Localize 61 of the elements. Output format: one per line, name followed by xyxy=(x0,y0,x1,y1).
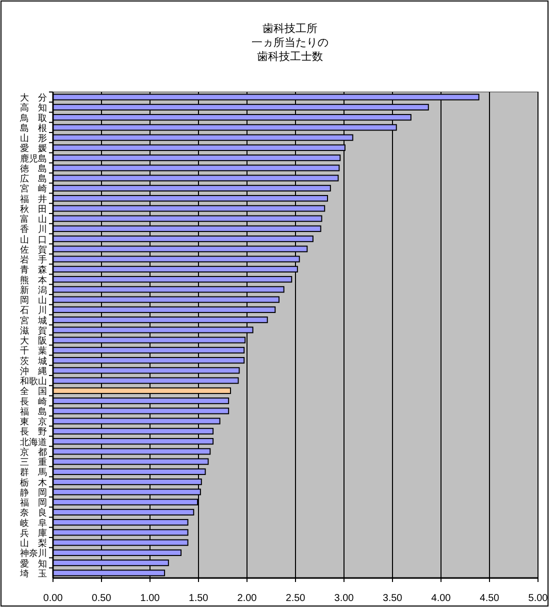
x-tick-label: 3.00 xyxy=(334,593,354,604)
y-tick-label: 埼 玉 xyxy=(19,568,47,578)
y-tick-label: 島 根 xyxy=(20,122,47,133)
y-tick-label: 山 口 xyxy=(20,234,47,244)
y-tick-label: 滋 賀 xyxy=(20,325,47,336)
y-tick-label: 佐 賀 xyxy=(20,244,47,254)
y-tick-label: 秋 田 xyxy=(20,204,47,214)
x-tick-label: 0.50 xyxy=(92,593,112,604)
y-tick-label: 宮 城 xyxy=(20,315,47,326)
y-tick-label: 広 島 xyxy=(20,174,47,184)
y-tick-label: 静 岡 xyxy=(20,487,47,498)
x-tick-label: 1.00 xyxy=(140,593,160,604)
x-tick-label: 2.00 xyxy=(237,593,258,604)
x-tick-label: 2.50 xyxy=(286,593,306,604)
y-tick-label: 和歌山 xyxy=(20,376,47,386)
y-tick-label: 栃 木 xyxy=(20,477,47,488)
x-tick-label: 5.00 xyxy=(528,593,548,604)
y-tick-label: 福 岡 xyxy=(20,498,47,508)
y-tick-label: 愛 知 xyxy=(20,558,47,568)
y-tick-label: 宮 崎 xyxy=(20,184,47,194)
y-tick-label: 群 馬 xyxy=(20,467,47,478)
y-tick-label: 鹿児島 xyxy=(20,153,47,164)
y-tick-label: 山 形 xyxy=(20,133,47,144)
y-tick-label: 岐 阜 xyxy=(20,518,47,528)
y-tick-label: 愛 媛 xyxy=(20,143,47,154)
y-tick-label: 全 国 xyxy=(20,386,47,396)
y-tick-label: 徳 島 xyxy=(20,163,47,174)
y-tick-label: 京 都 xyxy=(20,446,47,457)
y-tick-label: 奈 良 xyxy=(20,508,47,518)
y-tick-label: 山 梨 xyxy=(20,538,47,548)
y-tick-label: 長 崎 xyxy=(20,396,47,406)
x-tick-label: 3.50 xyxy=(382,593,403,604)
x-tick-label: 1.50 xyxy=(188,593,209,604)
y-tick-label: 熊 本 xyxy=(20,274,47,285)
x-tick-label: 0.00 xyxy=(43,593,64,604)
y-tick-label: 新 潟 xyxy=(20,284,47,295)
y-tick-label: 東 京 xyxy=(20,416,47,427)
y-tick-label: 香 川 xyxy=(20,224,47,234)
chart-subtitle: 一ヵ所当たりの歯科技工士数 xyxy=(252,36,328,63)
y-tick-label: 高 知 xyxy=(20,102,47,113)
y-tick-label: 兵 庫 xyxy=(20,528,47,538)
y-tick-label: 岡 山 xyxy=(20,295,47,306)
y-tick-label: 福 島 xyxy=(20,406,47,416)
y-tick-label: 三 重 xyxy=(20,457,47,468)
y-tick-label: 大 阪 xyxy=(20,336,47,346)
y-tick-label: 石 川 xyxy=(20,305,47,316)
y-tick-label: 北海道 xyxy=(20,436,47,447)
y-tick-label: 青 森 xyxy=(20,264,47,275)
y-tick-label: 神奈川 xyxy=(20,548,47,558)
y-tick-label: 富 山 xyxy=(20,214,47,224)
y-tick-label: 茨 城 xyxy=(20,356,47,366)
x-tick-label: 4.50 xyxy=(480,593,500,604)
chart-title: 歯科技工所 xyxy=(262,22,318,35)
y-tick-label: 千 葉 xyxy=(20,346,47,356)
y-tick-label: 福 井 xyxy=(20,194,47,204)
y-tick-label: 大 分 xyxy=(20,92,47,103)
y-tick-label: 長 野 xyxy=(20,426,47,437)
y-tick-label: 鳥 取 xyxy=(19,112,47,123)
y-tick-label: 沖 縄 xyxy=(20,366,47,376)
y-tick-label: 岩 手 xyxy=(20,254,47,265)
x-tick-label: 4.00 xyxy=(431,593,452,604)
